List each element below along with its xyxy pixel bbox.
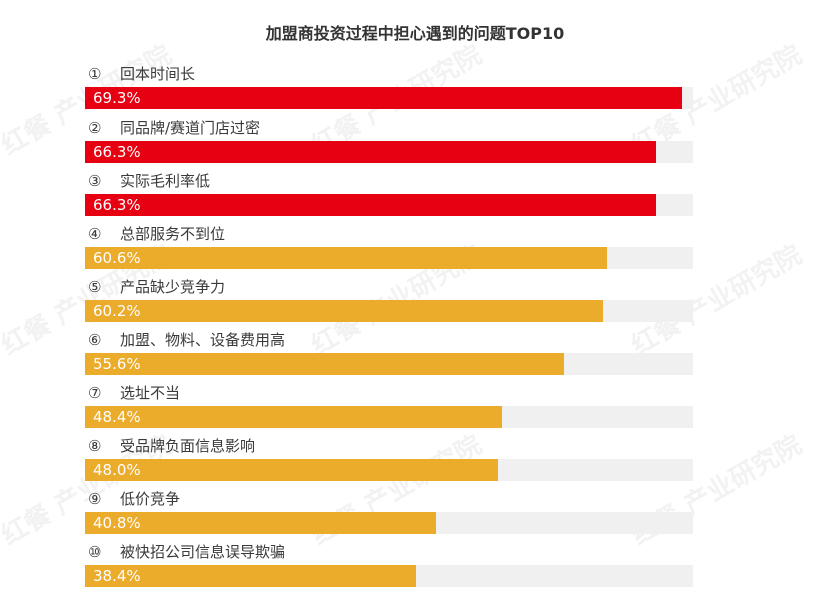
bar: 66.3% [85, 141, 656, 163]
data-label: 40.8% [93, 514, 141, 532]
category-number: ⑩ [88, 543, 102, 561]
category-text: 实际毛利率低 [120, 172, 211, 190]
category-text: 受品牌负面信息影响 [120, 437, 256, 455]
data-label: 66.3% [93, 143, 141, 161]
bar-track: 48.4% [85, 406, 693, 428]
category-text: 选址不当 [120, 384, 181, 402]
category-text: 总部服务不到位 [120, 225, 226, 243]
data-label: 55.6% [93, 355, 141, 373]
bar: 40.8% [85, 512, 437, 534]
data-label: 60.6% [93, 249, 141, 267]
category-number: ⑨ [88, 490, 102, 508]
bar: 60.2% [85, 300, 604, 322]
category-number: ⑤ [88, 278, 102, 296]
bar-track: 66.3% [85, 194, 693, 216]
category-label: ⑩ 被快招公司信息误导欺骗 [88, 541, 285, 562]
category-text: 同品牌/赛道门店过密 [120, 119, 261, 137]
data-label: 60.2% [93, 302, 141, 320]
bar-track: 38.4% [85, 565, 693, 587]
category-label: ⑧ 受品牌负面信息影响 [88, 435, 255, 456]
category-number: ③ [88, 172, 102, 190]
category-text: 加盟、物料、设备费用高 [120, 331, 286, 349]
bar-track: 69.3% [85, 87, 693, 109]
category-label: ⑥ 加盟、物料、设备费用高 [88, 329, 285, 350]
category-number: ⑧ [88, 437, 102, 455]
bar: 48.4% [85, 406, 502, 428]
category-text: 回本时间长 [120, 65, 196, 83]
data-label: 69.3% [93, 89, 141, 107]
category-text: 低价竞争 [120, 490, 181, 508]
category-number: ⑥ [88, 331, 102, 349]
bar-track: 55.6% [85, 353, 693, 375]
category-text: 产品缺少竞争力 [120, 278, 226, 296]
data-label: 38.4% [93, 567, 141, 585]
bar-track: 40.8% [85, 512, 693, 534]
category-label: ② 同品牌/赛道门店过密 [88, 117, 260, 138]
bar: 69.3% [85, 87, 682, 109]
bar: 48.0% [85, 459, 499, 481]
category-label: ⑨ 低价竞争 [88, 488, 180, 509]
bar: 55.6% [85, 353, 564, 375]
category-number: ① [88, 65, 102, 83]
data-label: 66.3% [93, 196, 141, 214]
category-label: ③ 实际毛利率低 [88, 170, 210, 191]
category-number: ② [88, 119, 102, 137]
bar: 66.3% [85, 194, 656, 216]
bar: 38.4% [85, 565, 416, 587]
chart-title: 加盟商投资过程中担心遇到的问题TOP10 [265, 24, 565, 43]
category-label: ④ 总部服务不到位 [88, 223, 225, 244]
category-label: ① 回本时间长 [88, 63, 195, 84]
data-label: 48.0% [93, 461, 141, 479]
category-label: ⑦ 选址不当 [88, 382, 180, 403]
bar-track: 60.2% [85, 300, 693, 322]
category-label: ⑤ 产品缺少竞争力 [88, 276, 225, 297]
category-text: 被快招公司信息误导欺骗 [120, 543, 286, 561]
category-number: ④ [88, 225, 102, 243]
category-number: ⑦ [88, 384, 102, 402]
bar: 60.6% [85, 247, 607, 269]
data-label: 48.4% [93, 408, 141, 426]
bar-track: 48.0% [85, 459, 693, 481]
bar-track: 60.6% [85, 247, 693, 269]
bar-track: 66.3% [85, 141, 693, 163]
